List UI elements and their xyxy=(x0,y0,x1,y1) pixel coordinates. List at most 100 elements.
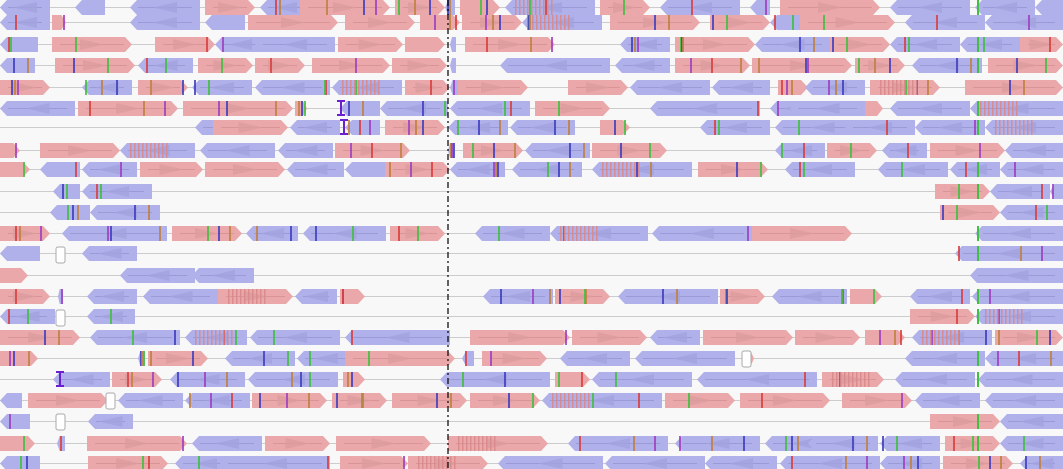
mismatch-tick xyxy=(273,330,275,345)
forward-feature xyxy=(865,330,905,345)
feature-direction-chevron xyxy=(332,228,357,239)
mismatch-tick xyxy=(786,80,788,95)
feature-direction-chevron xyxy=(543,60,567,71)
mismatch-tick xyxy=(894,330,896,345)
forward-feature xyxy=(420,15,460,30)
mismatch-tick xyxy=(211,330,213,345)
mismatch-tick xyxy=(543,0,545,15)
feature-direction-chevron xyxy=(963,164,987,175)
mismatch-tick xyxy=(442,456,444,469)
mismatch-tick xyxy=(774,15,776,30)
mismatch-tick xyxy=(592,226,594,241)
mismatch-tick xyxy=(142,456,144,469)
feature-direction-chevron xyxy=(285,438,310,449)
mismatch-tick xyxy=(792,15,794,30)
mismatch-tick xyxy=(858,58,860,73)
feature-direction-chevron xyxy=(617,145,642,156)
mismatch-tick xyxy=(532,289,534,304)
feature-direction-chevron xyxy=(173,39,197,50)
mismatch-tick xyxy=(15,15,17,30)
mismatch-tick xyxy=(362,101,364,116)
mismatch-tick xyxy=(637,37,639,52)
mismatch-tick xyxy=(564,226,566,241)
reverse-feature xyxy=(50,205,90,220)
mismatch-tick xyxy=(866,436,868,451)
mismatch-tick xyxy=(290,226,292,241)
feature-direction-chevron xyxy=(98,416,123,427)
mismatch-tick xyxy=(588,393,590,408)
mismatch-tick xyxy=(626,162,628,177)
mismatch-tick xyxy=(942,205,944,220)
feature-direction-chevron xyxy=(1022,145,1046,156)
mismatch-tick xyxy=(791,456,793,469)
feature-direction-chevron xyxy=(151,82,175,93)
mismatch-tick xyxy=(417,226,419,241)
mismatch-tick xyxy=(1020,246,1022,261)
feature-direction-chevron xyxy=(218,2,242,13)
feature-direction-chevron xyxy=(1013,60,1038,71)
mismatch-tick xyxy=(535,0,537,15)
mismatch-tick xyxy=(977,101,979,116)
mismatch-tick xyxy=(977,246,979,261)
feature-direction-chevron xyxy=(818,2,842,13)
mismatch-tick xyxy=(309,372,311,387)
feature-direction-chevron xyxy=(586,82,610,93)
mismatch-tick xyxy=(614,120,616,135)
mismatch-tick xyxy=(350,143,352,158)
mismatch-tick xyxy=(799,37,801,52)
mismatch-tick xyxy=(813,37,815,52)
mismatch-tick xyxy=(832,37,834,52)
gap-box xyxy=(55,246,66,264)
feature-direction-chevron xyxy=(478,103,502,114)
mismatch-tick xyxy=(291,372,293,387)
mismatch-tick xyxy=(199,330,201,345)
mismatch-tick xyxy=(931,330,933,345)
feature-direction-chevron xyxy=(673,353,697,364)
mismatch-tick xyxy=(551,0,553,15)
mismatch-tick xyxy=(100,184,102,199)
feature-direction-chevron xyxy=(95,82,119,93)
mismatch-tick xyxy=(970,58,972,73)
mismatch-tick xyxy=(922,330,924,345)
mismatch-tick xyxy=(504,101,506,116)
mismatch-tick xyxy=(324,80,326,95)
gap-box xyxy=(105,392,116,410)
mismatch-tick xyxy=(490,436,492,451)
mismatch-tick xyxy=(560,15,562,30)
mismatch-tick xyxy=(218,226,220,241)
mismatch-tick xyxy=(1004,101,1006,116)
mismatch-tick xyxy=(998,330,1000,345)
mismatch-tick xyxy=(1018,351,1020,366)
mismatch-tick xyxy=(997,351,999,366)
mismatch-tick xyxy=(174,330,176,345)
mismatch-tick xyxy=(1014,162,1016,177)
feature-direction-chevron xyxy=(358,39,383,50)
feature-direction-chevron xyxy=(723,122,747,133)
mismatch-tick xyxy=(712,15,714,30)
feature-direction-chevron xyxy=(688,2,712,13)
feature-direction-chevron xyxy=(1012,395,1036,406)
feature-direction-chevron xyxy=(835,17,860,28)
mismatch-tick xyxy=(998,309,1000,324)
forward-feature xyxy=(340,289,365,304)
feature-direction-chevron xyxy=(371,438,396,449)
mismatch-tick xyxy=(848,372,850,387)
feature-direction-chevron xyxy=(102,228,127,239)
mismatch-tick xyxy=(718,120,720,135)
mismatch-tick xyxy=(568,226,570,241)
mismatch-tick xyxy=(544,15,546,30)
feature-direction-chevron xyxy=(125,438,149,449)
mismatch-tick xyxy=(977,351,979,366)
mismatch-tick xyxy=(650,162,652,177)
mismatch-tick xyxy=(389,162,391,177)
mismatch-tick xyxy=(995,120,997,135)
mismatch-tick xyxy=(926,330,928,345)
mismatch-tick xyxy=(166,143,168,158)
feature-direction-chevron xyxy=(1004,270,1029,281)
feature-direction-chevron xyxy=(630,374,654,385)
feature-direction-chevron xyxy=(538,2,562,13)
mismatch-tick xyxy=(1031,120,1033,135)
mismatch-tick xyxy=(880,80,882,95)
